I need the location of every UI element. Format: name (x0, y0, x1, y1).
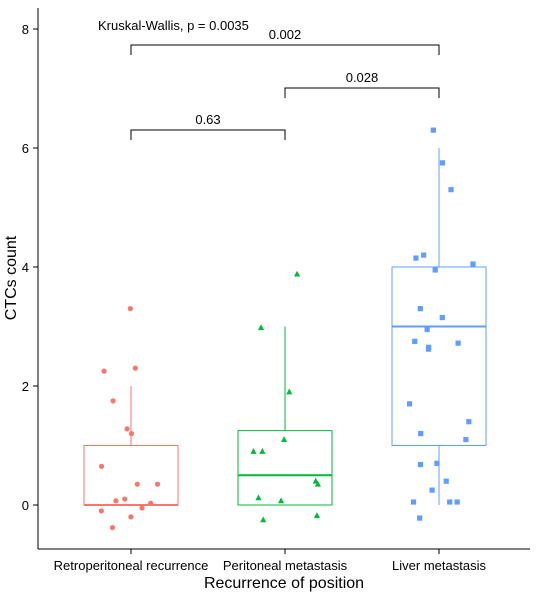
comparison-p-label: 0.028 (346, 70, 379, 85)
data-point (432, 267, 438, 273)
data-point (257, 324, 265, 331)
y-tick-label: 8 (22, 22, 29, 37)
box-layer (83, 148, 487, 506)
data-point (463, 436, 469, 443)
x-tick-label: Liver metastasis (392, 558, 486, 573)
data-point (154, 481, 161, 487)
data-point (128, 431, 135, 437)
data-point (417, 306, 423, 312)
comparison-bracket (284, 87, 440, 98)
x-tick-label: Peritoneal metastasis (223, 558, 348, 573)
point-layer (98, 127, 476, 531)
data-point (421, 252, 427, 258)
data-point (127, 306, 133, 312)
data-point (134, 481, 140, 487)
data-point (293, 270, 301, 277)
data-point (259, 448, 266, 454)
data-point (448, 187, 454, 193)
data-point (417, 461, 424, 468)
data-point (439, 160, 446, 166)
data-point (410, 499, 417, 505)
y-axis-title: CTCs count (3, 235, 20, 320)
y-tick-label: 0 (22, 498, 29, 513)
comparison-p-label: 0.63 (195, 112, 220, 127)
data-point (430, 127, 436, 133)
data-point (443, 478, 449, 484)
x-axis-title: Recurrence of position (204, 575, 364, 592)
data-point (412, 338, 418, 344)
data-point (101, 368, 107, 374)
box (237, 430, 333, 506)
data-point (98, 508, 104, 514)
data-point (281, 436, 288, 442)
data-point (128, 514, 134, 520)
data-point (260, 516, 267, 523)
data-point (124, 426, 130, 432)
data-point (454, 499, 460, 505)
data-point (277, 497, 285, 504)
data-point (424, 326, 430, 333)
x-tick-label: Retroperitoneal recurrence (54, 558, 209, 573)
data-point (429, 487, 435, 493)
data-point (455, 340, 461, 346)
data-point (314, 480, 321, 487)
data-point (466, 419, 472, 425)
data-point (250, 448, 257, 454)
comparison-brackets: 0.63 0.028 0.002 (130, 27, 440, 140)
data-point (286, 388, 293, 395)
data-point (417, 515, 423, 521)
data-point (148, 500, 154, 506)
data-point (113, 498, 119, 504)
box (83, 445, 179, 506)
comparison-p-label: 0.002 (269, 27, 302, 42)
data-point (434, 460, 440, 466)
data-point (470, 261, 476, 267)
data-point (255, 494, 262, 501)
y-tick-label: 2 (22, 379, 29, 394)
data-point (132, 365, 138, 371)
data-point (418, 431, 424, 437)
data-point (109, 525, 116, 531)
data-point (122, 496, 128, 502)
data-point (139, 505, 145, 511)
comparison-bracket (130, 44, 440, 55)
y-tick-label: 4 (22, 260, 29, 275)
data-point (413, 255, 419, 261)
data-point (406, 401, 413, 407)
data-point (447, 499, 453, 505)
data-point (98, 463, 105, 469)
axes: 0 2 4 6 8 Retroperitoneal recurrence Peritonea… (22, 8, 530, 573)
test-annotation: Kruskal-Wallis, p = 0.0035 (98, 18, 249, 33)
box (391, 266, 487, 446)
y-tick-label: 6 (22, 141, 29, 156)
comparison-bracket (130, 129, 286, 140)
data-point (439, 314, 445, 321)
data-point (425, 346, 432, 352)
data-point (110, 398, 116, 404)
data-point (313, 512, 320, 519)
